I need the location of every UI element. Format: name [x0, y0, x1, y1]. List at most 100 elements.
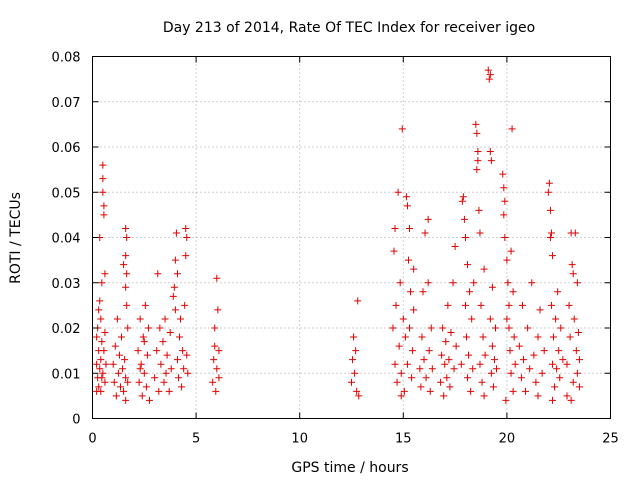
data-point — [566, 333, 574, 341]
data-point — [568, 261, 576, 269]
data-point — [120, 261, 128, 269]
data-point — [157, 360, 165, 368]
data-point — [211, 324, 219, 332]
data-point — [144, 324, 152, 332]
data-point — [421, 229, 429, 237]
data-point — [209, 378, 217, 386]
data-point — [397, 392, 405, 400]
data-point — [524, 324, 532, 332]
data-point — [349, 356, 357, 364]
data-point — [480, 265, 488, 273]
y-tick-label: 0.07 — [52, 96, 81, 111]
data-point — [391, 360, 399, 368]
data-point — [447, 329, 455, 337]
data-point — [486, 71, 494, 79]
data-point — [407, 288, 415, 296]
data-point — [492, 324, 500, 332]
data-point — [484, 66, 492, 74]
data-point — [424, 215, 432, 223]
data-point — [540, 347, 548, 355]
data-point — [563, 360, 571, 368]
data-point — [553, 365, 561, 373]
data-point — [392, 301, 400, 309]
data-point — [136, 315, 144, 323]
data-point — [350, 333, 358, 341]
data-point — [124, 378, 132, 386]
data-point — [177, 315, 185, 323]
data-point — [143, 351, 151, 359]
data-point — [502, 396, 510, 404]
data-point — [120, 387, 128, 395]
data-point — [532, 378, 540, 386]
data-point — [418, 333, 426, 341]
data-point — [428, 365, 436, 373]
data-point — [500, 184, 508, 192]
data-point — [99, 188, 107, 196]
data-point — [443, 374, 451, 382]
data-point — [546, 234, 554, 241]
data-point — [112, 392, 120, 400]
x-tick-label: 25 — [602, 432, 619, 447]
data-point — [394, 188, 402, 196]
data-point — [162, 369, 170, 377]
y-tick-label: 0.01 — [52, 367, 81, 382]
data-point — [95, 383, 103, 391]
data-point — [544, 188, 552, 196]
data-point — [548, 396, 556, 404]
data-point — [474, 157, 482, 165]
data-point — [550, 333, 558, 341]
data-point — [172, 229, 180, 237]
data-point — [183, 351, 191, 359]
data-point — [99, 161, 107, 169]
data-point — [116, 383, 124, 391]
data-point — [493, 365, 501, 373]
data-point — [142, 383, 150, 391]
data-point — [546, 206, 554, 214]
data-point — [391, 224, 399, 232]
data-point — [410, 306, 418, 314]
data-point — [98, 279, 106, 287]
data-point — [419, 288, 427, 296]
grid-lines — [92, 56, 611, 419]
data-point — [476, 229, 484, 237]
data-point — [547, 301, 555, 309]
data-point — [503, 315, 511, 323]
y-axis: 0 0.01 0.02 0.03 0.04 0.05 0.06 0.07 0.08 — [52, 51, 611, 428]
data-point — [503, 256, 511, 264]
data-point — [440, 392, 448, 400]
data-point — [501, 197, 509, 205]
data-point — [509, 387, 517, 395]
data-point — [476, 360, 484, 368]
y-tick-label: 0.05 — [52, 186, 81, 201]
data-point — [511, 360, 519, 368]
data-point — [100, 347, 108, 355]
data-point — [420, 356, 428, 364]
data-point — [402, 193, 410, 201]
x-tick-label: 0 — [88, 432, 96, 447]
data-point — [135, 378, 143, 386]
data-point — [571, 229, 579, 237]
data-point — [551, 383, 559, 391]
data-point — [427, 324, 435, 332]
data-point — [355, 392, 363, 400]
data-point — [174, 374, 182, 382]
data-point — [536, 306, 544, 314]
data-point — [134, 347, 142, 355]
data-point — [528, 279, 536, 287]
data-point — [403, 202, 411, 210]
data-point — [409, 347, 417, 355]
data-point — [408, 374, 416, 382]
data-point — [156, 324, 164, 332]
data-point — [389, 324, 397, 332]
data-point — [97, 387, 105, 395]
data-point — [140, 338, 148, 346]
data-point — [469, 365, 477, 373]
data-point — [159, 338, 167, 346]
data-point — [509, 288, 517, 296]
x-tick-label: 15 — [395, 432, 412, 447]
data-point — [123, 234, 131, 241]
data-point — [462, 333, 470, 341]
data-point — [161, 315, 169, 323]
data-point — [459, 193, 467, 201]
data-point — [153, 347, 161, 355]
